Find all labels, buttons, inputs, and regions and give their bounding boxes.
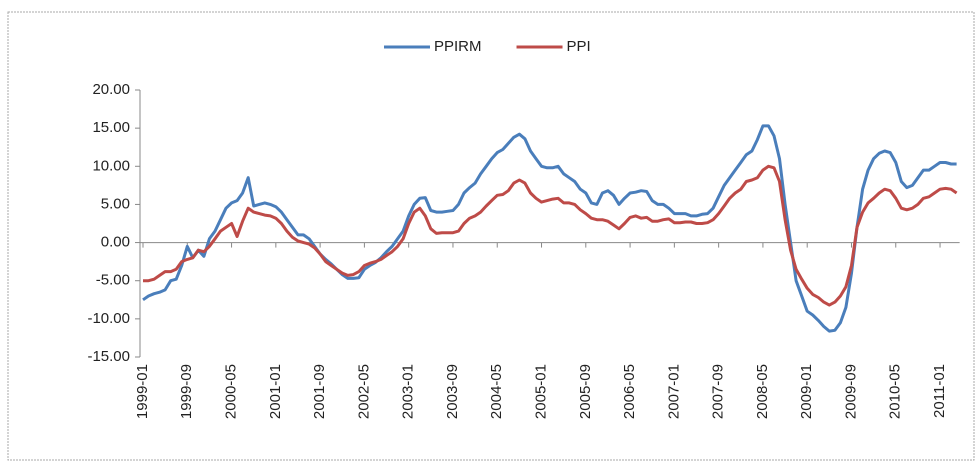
x-tick-label: 2009-01 xyxy=(798,364,815,419)
series-line xyxy=(143,164,958,307)
chart-border xyxy=(7,11,975,461)
x-tick-label: 2000-05 xyxy=(223,364,240,419)
series-line xyxy=(142,124,957,333)
x-tick-label: 2001-09 xyxy=(311,364,328,419)
x-tick-label: 2005-01 xyxy=(532,364,549,419)
x-tick-label: 1999-09 xyxy=(178,364,195,419)
x-tick-label: 2003-01 xyxy=(400,364,417,419)
y-tick-label: -5.00 xyxy=(96,272,130,289)
y-tick-label: 10.00 xyxy=(92,157,130,174)
y-tick-label: 20.00 xyxy=(92,81,130,98)
x-tick-label: 2009-09 xyxy=(842,364,859,419)
x-tick-label: 2007-01 xyxy=(665,364,682,419)
x-tick-label: 2002-05 xyxy=(355,364,372,419)
y-tick-label: -15.00 xyxy=(87,348,130,365)
x-tick-label: 2010-05 xyxy=(887,364,904,419)
y-tick-label: 0.00 xyxy=(101,234,130,251)
y-tick-label: 15.00 xyxy=(92,119,130,136)
x-tick-label: 2004-05 xyxy=(488,364,505,419)
y-tick-label: -10.00 xyxy=(87,310,130,327)
x-tick-label: 2001-01 xyxy=(267,364,284,419)
legend-label: PPI xyxy=(567,38,591,55)
x-tick-label: 2006-05 xyxy=(621,364,638,419)
x-tick-label: 2007-09 xyxy=(710,364,727,419)
x-tick-label: 2008-05 xyxy=(754,364,771,419)
x-tick-label: 2005-09 xyxy=(577,364,594,419)
legend-label: PPIRM xyxy=(434,38,482,55)
x-tick-label: 2011-01 xyxy=(931,364,948,418)
y-tick-label: 5.00 xyxy=(101,195,130,212)
x-tick-label: 2003-09 xyxy=(444,364,461,419)
x-tick-label: 1999-01 xyxy=(134,364,151,419)
